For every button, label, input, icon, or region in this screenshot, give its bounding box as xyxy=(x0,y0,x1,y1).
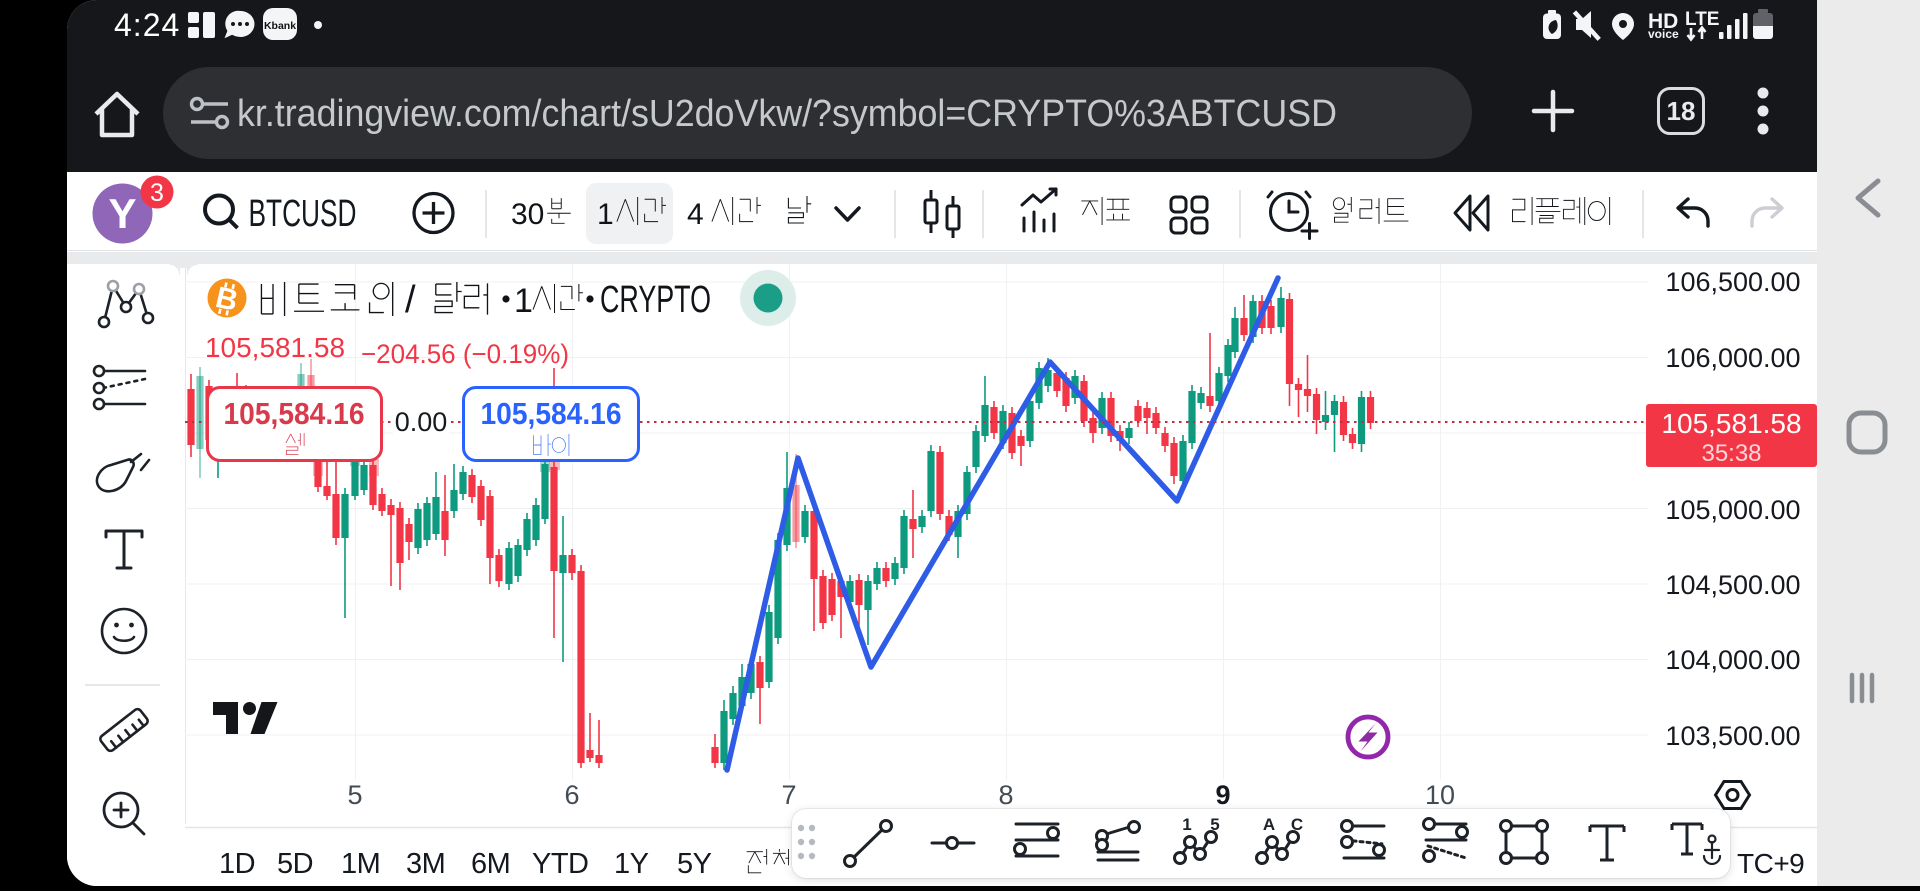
svg-text:3: 3 xyxy=(150,179,164,207)
svg-text:/: / xyxy=(405,279,416,321)
svg-text:CRYPTO: CRYPTO xyxy=(600,279,711,321)
svg-text:−204.56 (−0.19%): −204.56 (−0.19%) xyxy=(361,339,569,369)
svg-text:1: 1 xyxy=(597,198,614,231)
svg-text:A: A xyxy=(1263,815,1275,834)
svg-text:kr.tradingview.com/chart/sU2do: kr.tradingview.com/chart/sU2doVkw/?symbo… xyxy=(237,93,1337,135)
svg-text:Kbank: Kbank xyxy=(264,20,296,32)
svg-text:Y: Y xyxy=(108,190,136,237)
svg-text:HD: HD xyxy=(1648,10,1678,33)
svg-text:C: C xyxy=(1291,815,1303,834)
svg-text:105,584.16: 105,584.16 xyxy=(481,396,622,431)
svg-text:voice: voice xyxy=(1648,27,1679,41)
svg-text:105,581.58: 105,581.58 xyxy=(205,332,345,363)
svg-text:1: 1 xyxy=(514,282,533,320)
svg-text:4: 4 xyxy=(687,198,704,231)
svg-text:30: 30 xyxy=(511,198,544,231)
svg-text:5: 5 xyxy=(1210,815,1219,834)
svg-text:BTCUSD: BTCUSD xyxy=(249,193,357,235)
svg-text:1: 1 xyxy=(1182,815,1191,834)
svg-text:LTE: LTE xyxy=(1685,9,1719,30)
svg-text:105,584.16: 105,584.16 xyxy=(224,396,365,431)
